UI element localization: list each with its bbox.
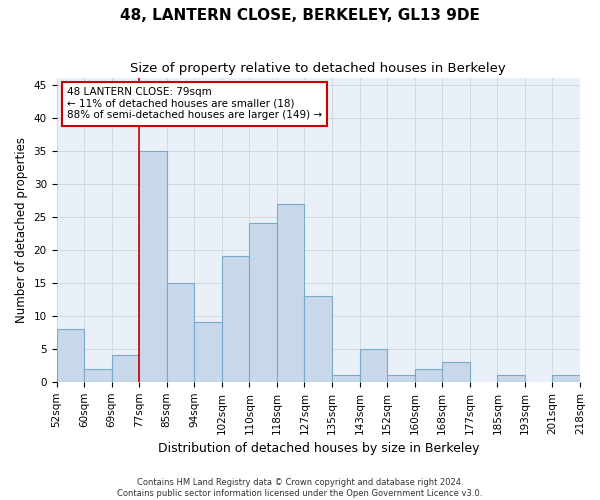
Bar — [332, 375, 359, 382]
Bar — [442, 362, 470, 382]
Y-axis label: Number of detached properties: Number of detached properties — [15, 137, 28, 323]
Bar — [112, 356, 139, 382]
Bar — [304, 296, 332, 382]
Bar — [387, 375, 415, 382]
Bar — [497, 375, 525, 382]
Bar — [84, 368, 112, 382]
Bar — [553, 375, 580, 382]
Text: Contains HM Land Registry data © Crown copyright and database right 2024.
Contai: Contains HM Land Registry data © Crown c… — [118, 478, 482, 498]
Bar — [250, 224, 277, 382]
Bar — [277, 204, 304, 382]
Bar — [222, 256, 250, 382]
X-axis label: Distribution of detached houses by size in Berkeley: Distribution of detached houses by size … — [158, 442, 479, 455]
Text: 48, LANTERN CLOSE, BERKELEY, GL13 9DE: 48, LANTERN CLOSE, BERKELEY, GL13 9DE — [120, 8, 480, 22]
Bar — [139, 150, 167, 382]
Bar — [359, 349, 387, 382]
Text: 48 LANTERN CLOSE: 79sqm
← 11% of detached houses are smaller (18)
88% of semi-de: 48 LANTERN CLOSE: 79sqm ← 11% of detache… — [67, 87, 322, 120]
Bar — [415, 368, 442, 382]
Bar — [56, 329, 84, 382]
Bar — [167, 283, 194, 382]
Bar — [194, 322, 222, 382]
Title: Size of property relative to detached houses in Berkeley: Size of property relative to detached ho… — [130, 62, 506, 76]
